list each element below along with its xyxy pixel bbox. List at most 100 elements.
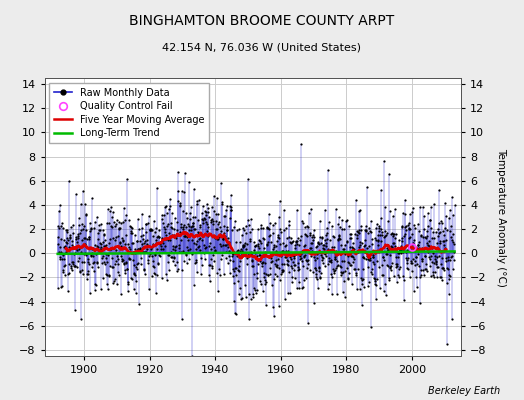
Point [364, 283, 372, 289]
Point [126, 223, 135, 229]
Point [75, 255, 84, 262]
Point [260, 245, 269, 251]
Point [194, 217, 202, 223]
Point [408, 209, 417, 216]
Point [135, 300, 143, 307]
Point [227, 227, 236, 233]
Point [319, 260, 328, 266]
Point [300, 276, 308, 283]
Point [170, 232, 178, 238]
Point [275, 303, 283, 309]
Point [68, 238, 77, 244]
Point [432, 253, 441, 260]
Point [280, 207, 288, 214]
Point [368, 266, 376, 272]
Point [89, 253, 97, 259]
Point [175, 242, 183, 248]
Point [61, 262, 70, 268]
Point [260, 235, 268, 242]
Point [432, 259, 440, 266]
Point [82, 211, 91, 218]
Point [219, 235, 227, 242]
Point [419, 225, 428, 232]
Point [225, 253, 233, 259]
Point [122, 232, 130, 238]
Point [377, 238, 385, 244]
Point [170, 254, 179, 260]
Point [156, 240, 165, 246]
Point [67, 265, 75, 272]
Point [367, 271, 376, 277]
Point [283, 257, 291, 263]
Point [151, 240, 160, 246]
Point [265, 226, 273, 232]
Point [184, 226, 193, 233]
Point [188, 222, 196, 229]
Point [179, 226, 188, 232]
Point [376, 284, 384, 291]
Point [140, 265, 149, 272]
Point [71, 263, 79, 269]
Point [441, 225, 450, 231]
Point [213, 270, 222, 276]
Point [174, 198, 182, 204]
Point [420, 253, 429, 259]
Point [347, 262, 355, 268]
Point [71, 236, 80, 242]
Point [171, 247, 180, 253]
Point [250, 242, 259, 249]
Point [392, 278, 401, 285]
Point [87, 253, 95, 259]
Point [309, 269, 317, 275]
Point [107, 264, 116, 270]
Point [320, 250, 328, 256]
Point [199, 233, 207, 240]
Point [375, 264, 383, 270]
Point [264, 225, 272, 231]
Point [403, 260, 411, 266]
Point [136, 238, 144, 244]
Point [91, 287, 100, 293]
Point [76, 268, 84, 275]
Point [146, 227, 154, 234]
Point [400, 230, 409, 237]
Point [156, 252, 164, 259]
Point [62, 249, 70, 256]
Point [174, 188, 183, 194]
Point [111, 276, 119, 282]
Point [226, 257, 234, 264]
Point [222, 248, 230, 255]
Point [299, 220, 307, 227]
Point [233, 248, 241, 254]
Point [345, 223, 354, 230]
Point [371, 276, 379, 282]
Point [225, 238, 234, 245]
Point [222, 242, 231, 248]
Point [91, 242, 99, 248]
Point [201, 209, 210, 215]
Point [257, 225, 265, 232]
Point [94, 248, 103, 255]
Point [83, 275, 92, 282]
Point [158, 235, 166, 242]
Point [351, 266, 359, 272]
Point [335, 263, 344, 269]
Point [403, 247, 412, 253]
Point [391, 243, 399, 250]
Point [145, 243, 154, 250]
Point [255, 237, 264, 243]
Point [359, 254, 368, 260]
Point [348, 244, 356, 250]
Point [216, 224, 224, 230]
Point [320, 246, 328, 253]
Point [296, 256, 304, 262]
Point [148, 253, 156, 259]
Point [70, 251, 78, 258]
Point [57, 223, 65, 229]
Point [256, 278, 265, 285]
Point [446, 272, 454, 279]
Point [165, 252, 173, 258]
Point [172, 242, 180, 249]
Point [201, 256, 209, 262]
Point [121, 270, 129, 277]
